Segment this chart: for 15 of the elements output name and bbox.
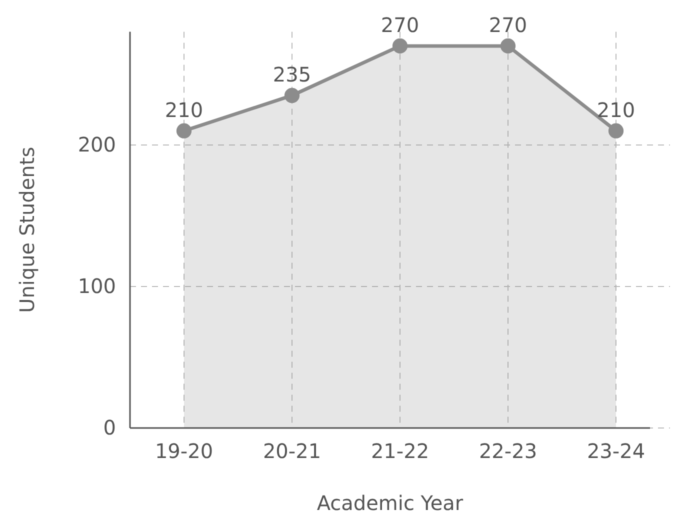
data-label: 210 (596, 98, 636, 122)
y-tick-label: 0 (103, 415, 116, 440)
x-tick-label: 19-20 (154, 439, 214, 464)
x-axis-title: Academic Year (316, 491, 464, 515)
x-tick-label: 20-21 (262, 439, 322, 464)
x-tick-label: 22-23 (478, 439, 538, 464)
x-tick-label: 23-24 (586, 439, 646, 464)
y-axis-title: Unique Students (15, 146, 39, 313)
data-label: 235 (272, 62, 312, 86)
x-tick-label: 21-22 (370, 439, 430, 464)
data-label: 270 (380, 12, 420, 37)
data-label: 210 (164, 98, 204, 122)
y-tick-label: 200 (78, 132, 116, 156)
y-tick-label: 100 (78, 274, 116, 298)
data-label: 270 (488, 12, 528, 37)
